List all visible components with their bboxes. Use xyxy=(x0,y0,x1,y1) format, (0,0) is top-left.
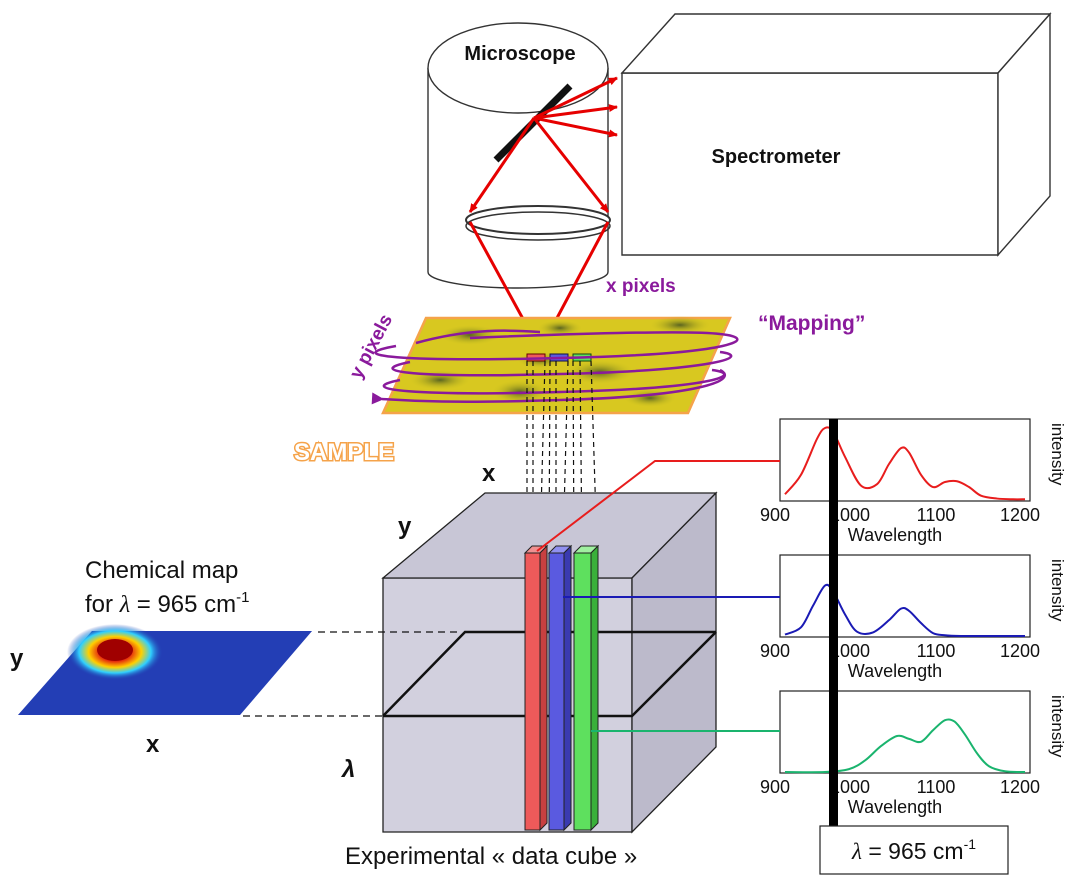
chem-map-title-line1: Chemical map xyxy=(85,557,238,584)
spectrum-x-tick: 1000 xyxy=(830,777,870,797)
chem-map-hotspot xyxy=(97,639,133,661)
wavelength-marker-bar xyxy=(829,419,838,826)
spectrum-x-tick: 900 xyxy=(760,777,790,797)
scan-path xyxy=(371,329,739,405)
spectral-column-blue xyxy=(547,544,573,832)
cube-x-axis: x xyxy=(482,460,496,487)
spectrum-panel: 900 1000 1100 1200 Wavelength intensity xyxy=(760,418,1067,545)
spectrum-x-tick: 1100 xyxy=(917,777,956,797)
beam-splitter-mirror xyxy=(493,83,573,163)
mapping-label: “Mapping” xyxy=(758,312,865,335)
lambda-value-box: λ = 965 cm-1 xyxy=(819,825,1009,875)
spectrum-ylabel: intensity xyxy=(1048,695,1067,758)
spectrum-panel: 900 1000 1100 1200 Wavelength intensity xyxy=(760,554,1067,681)
spectrum-xlabel: Wavelength xyxy=(848,525,942,545)
spectral-column-green xyxy=(572,544,600,832)
spectrometer: Spectrometer xyxy=(620,12,1052,257)
spectrum-x-tick: 900 xyxy=(760,641,790,661)
cube-y-axis: y xyxy=(398,513,412,540)
column-to-spectrum-links xyxy=(536,460,780,732)
chem-map-x-axis: x xyxy=(146,731,160,758)
spectrum-x-tick: 1000 xyxy=(830,641,870,661)
svg-text:λ = 965 cm-1: λ = 965 cm-1 xyxy=(851,836,976,864)
microscope: Microscope xyxy=(427,22,611,289)
microscope-label: Microscope xyxy=(464,43,575,65)
spectrum-plot-frame xyxy=(779,554,1031,638)
chem-map-title-line2: for λ = 965 cm-1 xyxy=(85,589,250,618)
chemical-map: Chemical map for λ = 965 cm-1 y x xyxy=(10,557,312,758)
spectrum-ylabel: intensity xyxy=(1048,559,1067,622)
spectrum-x-tick: 1100 xyxy=(917,505,956,525)
spectrum-x-tick: 1200 xyxy=(1000,641,1040,661)
spectrum-x-tick: 1200 xyxy=(1000,777,1040,797)
spectra-panels: 900 1000 1100 1200 Wavelength intensity 900 100… xyxy=(760,418,1067,817)
spectrum-panel: 900 1000 1100 1200 Wavelength intensity xyxy=(760,690,1067,817)
objective-lens xyxy=(465,205,611,235)
sample-label: SAMPLE xyxy=(294,439,394,466)
spectrum-x-tick: 900 xyxy=(760,505,790,525)
cube-caption: Experimental « data cube » xyxy=(345,843,637,870)
spectrum-x-tick: 1200 xyxy=(1000,505,1040,525)
chem-map-y-axis: y xyxy=(10,645,24,672)
spectrometer-label: Spectrometer xyxy=(712,146,841,168)
cube-lambda-axis: λ xyxy=(340,756,355,783)
spectrum-x-tick: 1100 xyxy=(917,641,956,661)
spectrum-plot-frame xyxy=(779,690,1031,774)
spectrum-ylabel: intensity xyxy=(1048,423,1067,486)
spectrum-x-tick: 1000 xyxy=(830,505,870,525)
spectrum-plot-frame xyxy=(779,418,1031,502)
spectrum-xlabel: Wavelength xyxy=(848,661,942,681)
spectrum-curve xyxy=(784,426,1026,501)
spectrum-curve xyxy=(784,583,1025,638)
spectrum-curve xyxy=(784,718,1026,774)
spectral-column-red xyxy=(523,544,549,832)
data-cube: x y λ Experimental « data cube » xyxy=(340,460,718,870)
x-pixels-label: x pixels xyxy=(606,276,676,297)
spectrum-xlabel: Wavelength xyxy=(848,797,942,817)
